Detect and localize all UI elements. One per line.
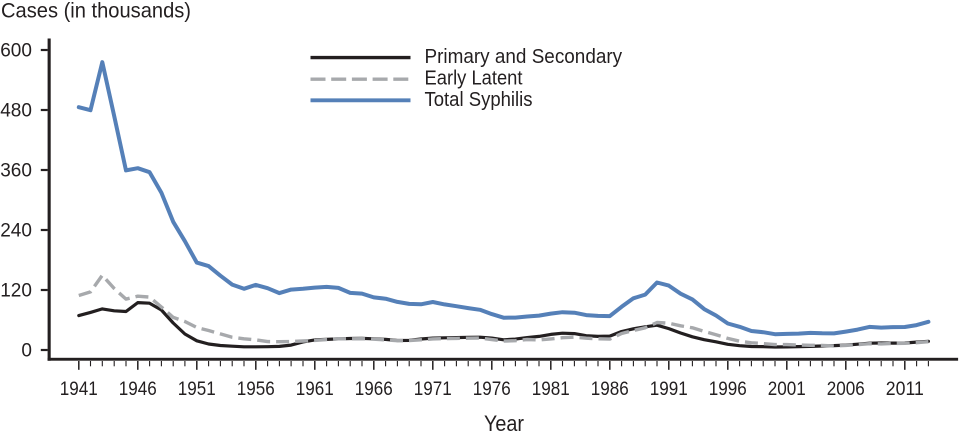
svg-text:1951: 1951 — [178, 379, 216, 400]
svg-text:240: 240 — [0, 220, 32, 241]
svg-text:1986: 1986 — [591, 379, 629, 400]
svg-text:360: 360 — [0, 160, 32, 181]
svg-text:Cases (in thousands): Cases (in thousands) — [1, 0, 191, 23]
svg-text:1956: 1956 — [237, 379, 275, 400]
svg-text:1966: 1966 — [355, 379, 393, 400]
svg-text:1976: 1976 — [473, 379, 511, 400]
svg-text:Year: Year — [484, 411, 524, 436]
svg-text:2001: 2001 — [768, 379, 806, 400]
svg-text:1971: 1971 — [414, 379, 452, 400]
svg-text:0: 0 — [21, 340, 32, 361]
svg-text:2011: 2011 — [886, 379, 924, 400]
svg-text:1996: 1996 — [709, 379, 747, 400]
svg-text:480: 480 — [0, 100, 32, 121]
svg-text:Total Syphilis: Total Syphilis — [425, 89, 533, 111]
svg-text:1946: 1946 — [119, 379, 157, 400]
svg-text:120: 120 — [0, 280, 32, 301]
svg-text:1941: 1941 — [60, 379, 98, 400]
svg-text:600: 600 — [0, 40, 32, 61]
svg-text:Early Latent: Early Latent — [425, 68, 523, 90]
svg-text:1961: 1961 — [296, 379, 334, 400]
svg-text:1991: 1991 — [650, 379, 688, 400]
svg-text:2006: 2006 — [827, 379, 865, 400]
svg-text:1981: 1981 — [532, 379, 570, 400]
svg-text:Primary and Secondary: Primary and Secondary — [425, 46, 623, 68]
